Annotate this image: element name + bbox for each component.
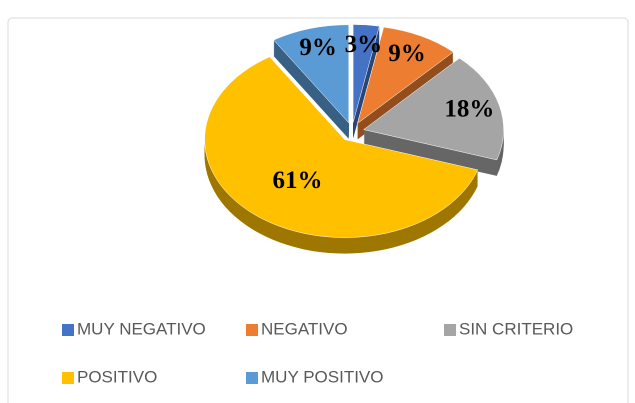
slice [352,24,380,123]
slice [273,24,349,124]
legend-label: MUY NEGATIVO [77,319,206,338]
legend-label: MUY POSITIVO [261,367,384,386]
legend-label: NEGATIVO [261,319,348,338]
legend-swatch [246,372,258,384]
data-label: 61% [272,167,322,194]
slice [204,56,479,238]
data-label: 3% [345,31,383,58]
slice [363,57,504,161]
legend-label: SIN CRITERIO [459,319,573,338]
data-label: 18% [444,95,494,122]
legend-swatch [246,324,258,336]
slice [357,26,454,125]
legend-swatch [62,324,74,336]
legend-swatch [444,324,456,336]
legend-swatch [62,372,74,384]
data-label: 9% [299,34,337,61]
legend-label: POSITIVO [77,367,157,386]
data-label: 9% [388,40,426,67]
